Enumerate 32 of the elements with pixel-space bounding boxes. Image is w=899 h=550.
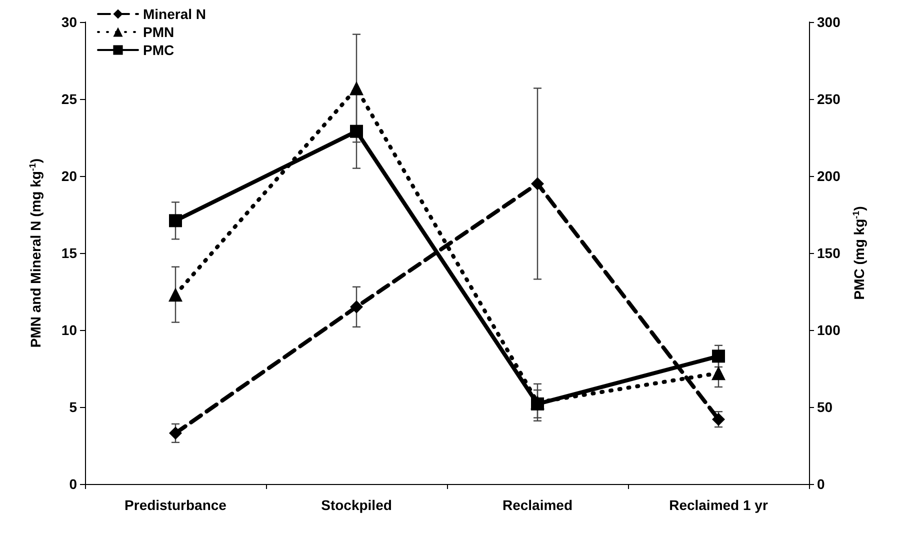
point [350,124,363,138]
point [712,350,725,363]
x-tick-label: Predisturbance [124,497,227,513]
y2-tick-label: 250 [817,91,841,107]
point [350,81,364,96]
y2-tick-label: 150 [817,245,841,261]
x-tick-label: Reclaimed 1 yr [669,497,768,513]
point [350,300,363,314]
y2-tick-label: 200 [817,168,841,184]
y2-axis-title: PMC (mg kg-1) [850,206,867,300]
y-tick-label: 15 [61,245,78,261]
y-tick-label: 10 [61,322,78,338]
y-tick-label: 0 [69,476,78,492]
point [168,288,182,302]
y2-tick-label: 300 [817,14,841,30]
y-tick-label: 5 [69,399,78,415]
legend-label: Mineral N [143,6,206,22]
legend-label: PMN [143,24,174,40]
legend-label: PMC [143,42,174,58]
y-tick-label: 30 [61,14,78,30]
y-axis-title: PMN and Mineral N (mg kg-1) [28,158,44,348]
y2-tick-label: 50 [817,399,833,415]
y2-tick-label: 100 [817,322,841,338]
y-tick-label: 20 [61,168,78,184]
x-tick-label: Reclaimed [502,497,573,513]
point [712,366,726,380]
x-tick-label: Stockpiled [321,497,392,513]
y2-tick-label: 0 [817,476,825,492]
y-tick-label: 25 [61,91,78,107]
point [169,214,182,228]
point [169,426,182,440]
point [531,177,544,190]
